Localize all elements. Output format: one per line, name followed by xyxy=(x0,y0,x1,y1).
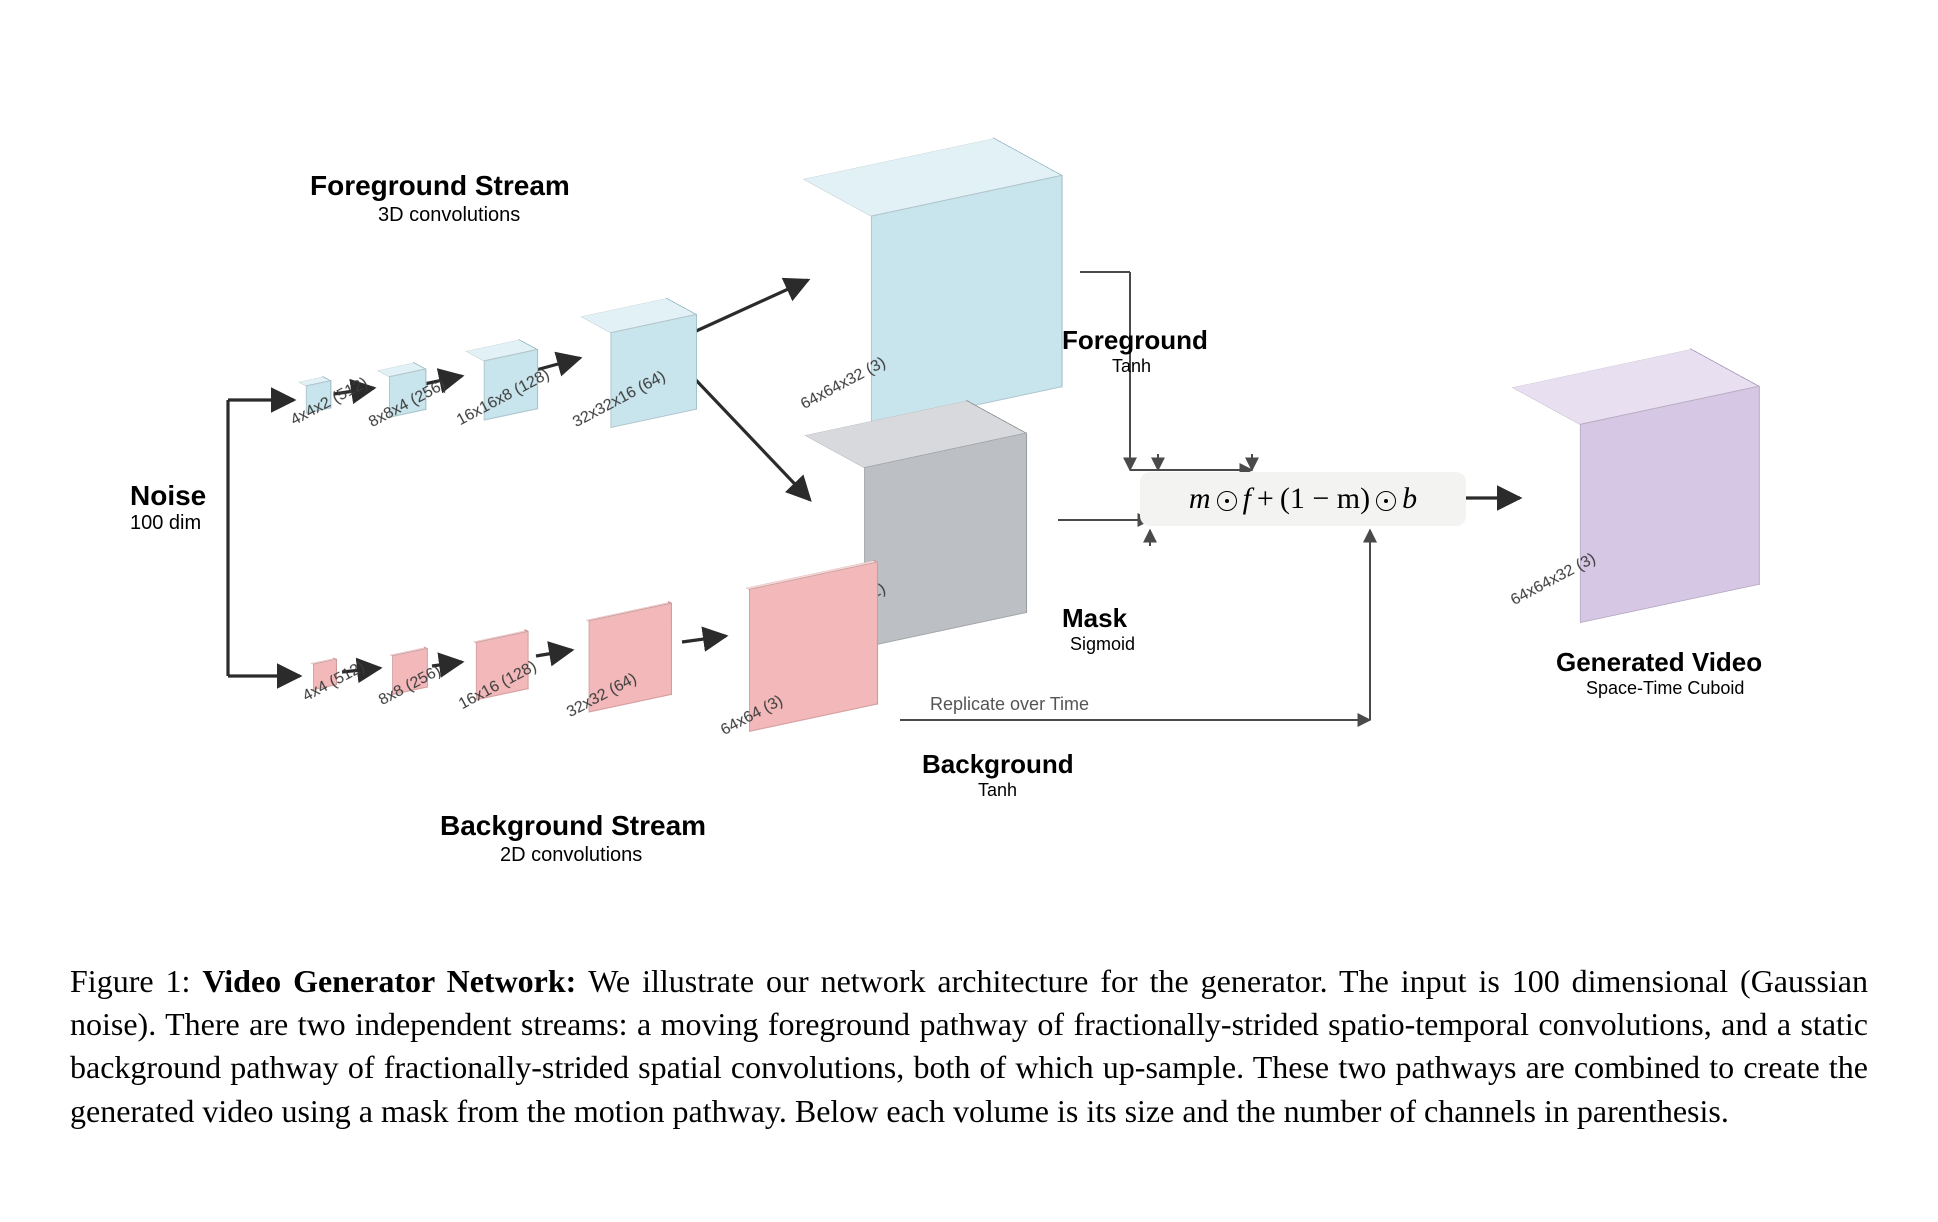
formula-f: f xyxy=(1243,482,1251,516)
background-title: Background xyxy=(922,750,1074,780)
noise-title: Noise xyxy=(130,480,206,512)
formula-b: b xyxy=(1402,482,1417,516)
bg-stream-sub: 2D convolutions xyxy=(500,844,642,867)
figure-caption: Figure 1: Video Generator Network: We il… xyxy=(70,960,1868,1133)
bg-stream-title: Background Stream xyxy=(440,810,706,842)
mask-sub: Sigmoid xyxy=(1070,634,1135,655)
background-sub: Tanh xyxy=(978,780,1017,801)
formula-m: m xyxy=(1189,482,1211,516)
mask-title: Mask xyxy=(1062,604,1127,634)
plus-op: + xyxy=(1251,482,1280,516)
diagram-stage: Noise 100 dim Foreground Stream 3D convo… xyxy=(0,0,1938,1222)
noise-sub: 100 dim xyxy=(130,512,201,535)
video-sub: Space-Time Cuboid xyxy=(1586,678,1744,699)
odot-icon-2 xyxy=(1376,491,1396,511)
combine-formula: m f + (1 − m) b xyxy=(1140,472,1466,526)
caption-bold: Video Generator Network: xyxy=(202,963,588,999)
fg-stream-title: Foreground Stream xyxy=(310,170,570,202)
formula-1mm: (1 − m) xyxy=(1280,482,1370,516)
foreground-sub: Tanh xyxy=(1112,356,1151,377)
video-title: Generated Video xyxy=(1556,648,1762,678)
caption-lead: Figure 1: xyxy=(70,963,202,999)
replicate-label: Replicate over Time xyxy=(930,694,1089,715)
odot-icon xyxy=(1217,491,1237,511)
fg-stream-sub: 3D convolutions xyxy=(378,204,520,227)
foreground-title: Foreground xyxy=(1062,326,1208,356)
